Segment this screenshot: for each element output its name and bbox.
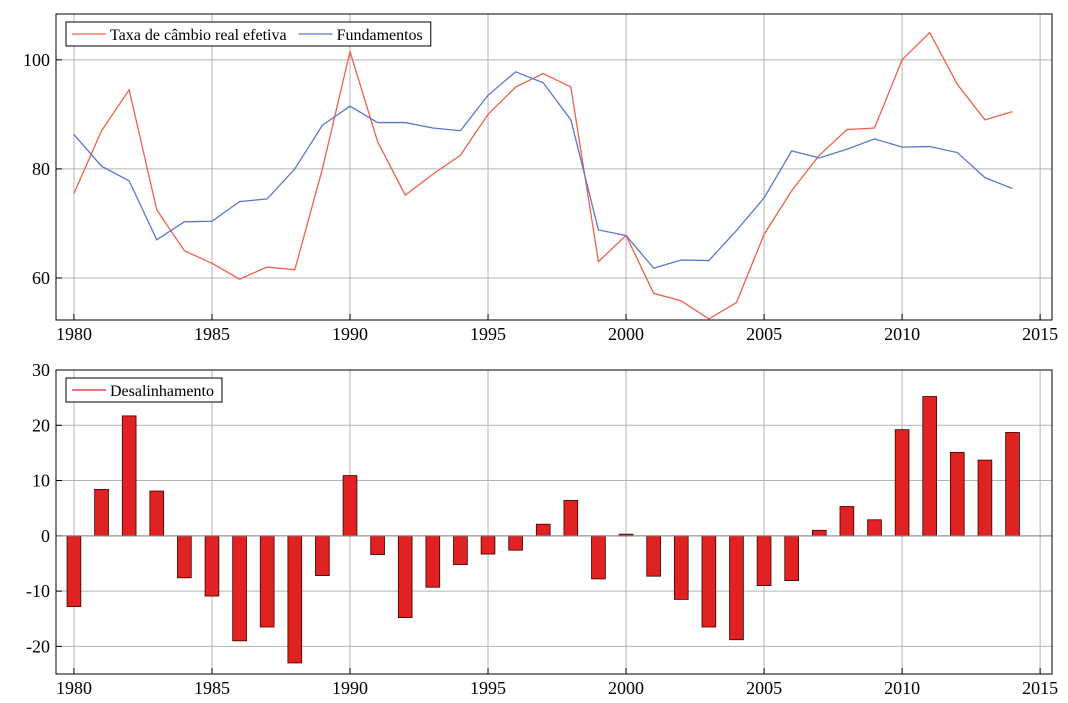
bar (1005, 432, 1020, 537)
bar (839, 506, 855, 537)
bar (370, 535, 385, 556)
bar (121, 415, 137, 537)
bar (756, 535, 772, 586)
bar (66, 535, 82, 607)
x-tick-label: 1990 (332, 324, 368, 344)
x-tick-label: 2015 (1022, 678, 1058, 698)
x-tick-label: 1980 (56, 324, 92, 344)
x-tick-label: 2005 (746, 678, 782, 698)
x-tick-label: 1990 (332, 678, 368, 698)
bar (204, 535, 220, 597)
y-tick-label: -20 (26, 636, 50, 656)
bar (977, 459, 993, 537)
x-tick-label: 2000 (608, 678, 644, 698)
bar (701, 535, 717, 628)
x-tick-label: 1995 (470, 678, 506, 698)
panel: 1980 1985 1990 1995 2000 2005 2010 2015 60 80 100 T… (23, 13, 1058, 344)
x-tick-label: 1985 (194, 324, 230, 344)
plot-area (56, 370, 1052, 674)
bar (729, 535, 744, 641)
y-tick-label: 80 (32, 159, 50, 179)
bar (480, 535, 496, 555)
bar (867, 519, 882, 537)
bar (397, 535, 413, 619)
x-tick-label: 1995 (470, 324, 506, 344)
y-tick-label: -10 (26, 581, 50, 601)
x-tick-label: 1985 (194, 678, 230, 698)
bar (177, 535, 192, 579)
plot-frame (55, 13, 1053, 321)
bar (232, 535, 247, 642)
x-tick-label: 1980 (56, 678, 92, 698)
y-tick-label: 10 (32, 471, 50, 491)
legend: Taxa de câmbio real efetiva Fundamentos (65, 21, 432, 47)
y-tick-label: 100 (23, 50, 50, 70)
plot-frame (55, 369, 1053, 675)
legend-label: Taxa de câmbio real efetiva (110, 27, 287, 44)
legend-box (65, 21, 432, 47)
x-tick-label: 2000 (608, 324, 644, 344)
bar (94, 488, 109, 537)
panel: 1980 1985 1990 1995 2000 2005 2010 2015 -20 -10 0 1… (26, 360, 1058, 698)
legend-label: Fundamentos (337, 27, 423, 44)
bar (922, 396, 938, 537)
y-tick-label: 0 (41, 526, 50, 546)
y-tick-label: 60 (32, 268, 50, 288)
bar (453, 535, 468, 565)
bar (950, 451, 965, 537)
bar (894, 429, 910, 537)
x-tick-label: 2015 (1022, 324, 1058, 344)
bar (315, 535, 330, 577)
bar (342, 475, 358, 537)
bar (563, 500, 579, 537)
x-tick-label: 2010 (884, 324, 920, 344)
legend-label: Desalinhamento (110, 383, 214, 400)
legend: Desalinhamento (65, 377, 223, 403)
bar (591, 535, 606, 580)
bar (784, 535, 799, 581)
x-tick-label: 2010 (884, 678, 920, 698)
data-line (73, 71, 1013, 269)
y-tick-label: 30 (32, 360, 50, 380)
bar (259, 535, 275, 628)
x-tick-label: 2005 (746, 324, 782, 344)
bar (535, 523, 551, 537)
data-line (73, 31, 1013, 320)
bar (425, 535, 441, 588)
bar (287, 535, 303, 664)
bar (673, 535, 689, 600)
y-tick-label: 20 (32, 415, 50, 435)
bar (508, 535, 523, 551)
bar (646, 535, 661, 577)
bar (149, 490, 165, 537)
bar (811, 529, 827, 537)
